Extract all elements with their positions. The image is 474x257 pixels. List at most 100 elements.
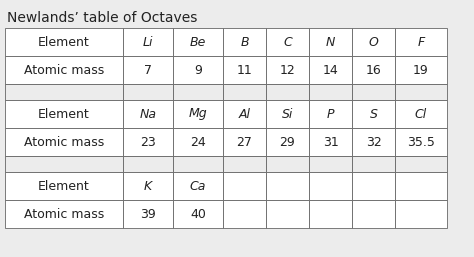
Bar: [352, 156, 395, 172]
Bar: [123, 84, 173, 100]
Text: 29: 29: [280, 135, 295, 149]
Text: Atomic mass: Atomic mass: [24, 135, 104, 149]
Bar: [395, 128, 447, 156]
Bar: [123, 56, 173, 84]
Bar: [173, 84, 223, 100]
Text: Newlands’ table of Octaves: Newlands’ table of Octaves: [7, 11, 197, 25]
Bar: [266, 84, 309, 100]
Text: Atomic mass: Atomic mass: [24, 207, 104, 221]
Bar: [352, 84, 395, 100]
Text: B: B: [240, 35, 249, 49]
Text: 7: 7: [144, 63, 152, 77]
Bar: [123, 100, 173, 128]
Bar: [352, 100, 395, 128]
Bar: [223, 28, 266, 56]
Bar: [5, 28, 123, 56]
Text: 31: 31: [323, 135, 338, 149]
Bar: [223, 172, 266, 200]
Bar: [173, 56, 223, 84]
Text: Element: Element: [38, 179, 90, 192]
Text: 16: 16: [365, 63, 382, 77]
Text: Cl: Cl: [415, 107, 427, 121]
Bar: [123, 200, 173, 228]
Text: 24: 24: [190, 135, 206, 149]
Text: N: N: [326, 35, 335, 49]
Text: Na: Na: [139, 107, 156, 121]
Bar: [5, 84, 123, 100]
Bar: [223, 100, 266, 128]
Text: K: K: [144, 179, 152, 192]
Bar: [309, 84, 352, 100]
Bar: [123, 28, 173, 56]
Bar: [309, 172, 352, 200]
Bar: [5, 56, 123, 84]
Bar: [5, 172, 123, 200]
Bar: [266, 128, 309, 156]
Text: P: P: [327, 107, 334, 121]
Bar: [309, 100, 352, 128]
Text: Element: Element: [38, 107, 90, 121]
Bar: [223, 56, 266, 84]
Text: Al: Al: [238, 107, 250, 121]
Bar: [395, 200, 447, 228]
Bar: [309, 28, 352, 56]
Bar: [395, 156, 447, 172]
Text: O: O: [369, 35, 378, 49]
Bar: [173, 172, 223, 200]
Bar: [309, 128, 352, 156]
Bar: [223, 156, 266, 172]
Bar: [352, 172, 395, 200]
Text: 11: 11: [237, 63, 252, 77]
Bar: [173, 156, 223, 172]
Bar: [395, 56, 447, 84]
Bar: [309, 56, 352, 84]
Bar: [123, 156, 173, 172]
Bar: [5, 128, 123, 156]
Bar: [395, 84, 447, 100]
Text: F: F: [418, 35, 425, 49]
Bar: [395, 172, 447, 200]
Text: 19: 19: [413, 63, 429, 77]
Bar: [395, 100, 447, 128]
Text: 39: 39: [140, 207, 156, 221]
Bar: [266, 56, 309, 84]
Text: Ca: Ca: [190, 179, 206, 192]
Bar: [5, 100, 123, 128]
Bar: [266, 156, 309, 172]
Bar: [395, 28, 447, 56]
Bar: [266, 28, 309, 56]
Bar: [266, 200, 309, 228]
Text: Be: Be: [190, 35, 206, 49]
Bar: [223, 84, 266, 100]
Bar: [5, 200, 123, 228]
Bar: [223, 128, 266, 156]
Text: C: C: [283, 35, 292, 49]
Text: 27: 27: [237, 135, 253, 149]
Bar: [309, 200, 352, 228]
Bar: [266, 172, 309, 200]
Bar: [223, 200, 266, 228]
Bar: [173, 100, 223, 128]
Bar: [5, 156, 123, 172]
Bar: [352, 28, 395, 56]
Bar: [173, 128, 223, 156]
Text: Element: Element: [38, 35, 90, 49]
Text: 12: 12: [280, 63, 295, 77]
Text: Li: Li: [143, 35, 153, 49]
Bar: [173, 200, 223, 228]
Bar: [266, 100, 309, 128]
Text: Si: Si: [282, 107, 293, 121]
Text: 23: 23: [140, 135, 156, 149]
Text: S: S: [370, 107, 377, 121]
Text: Mg: Mg: [189, 107, 207, 121]
Text: 32: 32: [365, 135, 382, 149]
Bar: [309, 156, 352, 172]
Bar: [352, 200, 395, 228]
Text: 14: 14: [323, 63, 338, 77]
Text: 9: 9: [194, 63, 202, 77]
Text: 35.5: 35.5: [407, 135, 435, 149]
Bar: [352, 128, 395, 156]
Bar: [173, 28, 223, 56]
Bar: [123, 172, 173, 200]
Bar: [123, 128, 173, 156]
